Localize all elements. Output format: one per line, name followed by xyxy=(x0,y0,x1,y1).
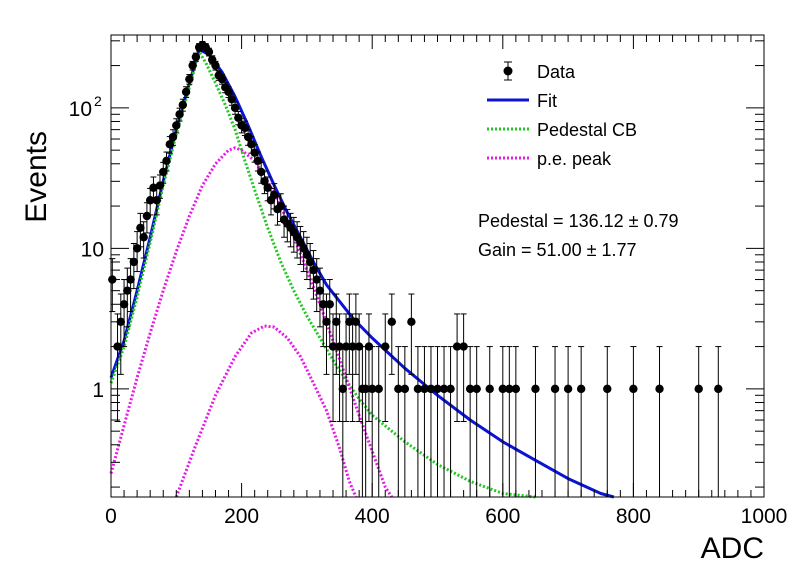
data-point xyxy=(387,293,396,375)
data-point xyxy=(407,293,416,375)
x-axis-title: ADC xyxy=(701,532,764,565)
legend-label: Fit xyxy=(537,91,557,111)
legend-entry: p.e. peak xyxy=(487,149,612,169)
curve-pedestal-cb xyxy=(109,50,536,499)
data-point xyxy=(168,129,178,146)
data-point xyxy=(341,313,351,423)
data-point xyxy=(305,243,315,290)
data-point xyxy=(328,313,338,423)
data-point xyxy=(181,86,191,98)
data-point xyxy=(309,250,318,300)
legend-label: p.e. peak xyxy=(537,149,612,169)
x-tick-label: 200 xyxy=(224,505,259,528)
data-point xyxy=(276,193,285,223)
data-point xyxy=(204,47,214,57)
axis-ticks xyxy=(110,35,765,497)
data-point xyxy=(319,279,328,348)
data-point xyxy=(149,176,158,202)
data-point xyxy=(136,212,145,248)
data-point xyxy=(162,151,171,172)
data-point xyxy=(302,236,312,281)
data-point xyxy=(322,293,331,375)
data-point xyxy=(400,346,410,498)
x-tick-label: 600 xyxy=(485,505,520,528)
data-point xyxy=(531,346,540,498)
legend-entry: Data xyxy=(503,61,576,82)
data-points-layer xyxy=(108,40,723,498)
data-point xyxy=(655,346,664,498)
data-point xyxy=(116,293,125,375)
data-point xyxy=(315,267,325,328)
data-point xyxy=(452,313,462,423)
data-point xyxy=(142,202,152,234)
data-point xyxy=(351,293,361,375)
data-point xyxy=(139,221,148,259)
data-point xyxy=(129,243,139,290)
data-point xyxy=(332,293,341,375)
legend: Data Fit Pedestal CB p.e. peak xyxy=(487,61,637,169)
fit-stat-line: Pedestal = 136.12 ± 0.79 xyxy=(478,211,679,231)
data-point xyxy=(145,187,155,216)
legend-label: Pedestal CB xyxy=(537,120,637,140)
data-point xyxy=(126,258,135,313)
x-tick-label: 0 xyxy=(105,505,117,528)
data-point xyxy=(113,313,122,423)
fit-stats: Pedestal = 136.12 ± 0.79 Gain = 51.00 ± 1… xyxy=(478,211,679,260)
data-point xyxy=(446,346,455,498)
y-axis-title: Events xyxy=(20,131,53,223)
curve-p-e-peak-2 xyxy=(174,324,358,498)
data-point xyxy=(299,231,308,273)
legend-label: Data xyxy=(537,62,576,82)
data-point xyxy=(459,313,468,423)
data-point xyxy=(178,98,188,112)
data-point xyxy=(312,258,321,313)
data-point xyxy=(498,346,507,498)
y-tick-label: 1 xyxy=(92,379,104,402)
data-point xyxy=(345,293,354,375)
data-point xyxy=(364,313,374,423)
data-point xyxy=(381,313,390,423)
legend-entry: Pedestal CB xyxy=(487,120,637,140)
y-tick-exponent: 2 xyxy=(94,93,102,109)
y-tick-label: 10 xyxy=(81,238,104,261)
y-tick-label: 10 xyxy=(69,98,92,121)
data-point xyxy=(191,52,201,62)
data-point xyxy=(175,107,184,122)
x-tick-label: 400 xyxy=(355,505,390,528)
fit-stat-line: Gain = 51.00 ± 1.77 xyxy=(478,240,637,260)
x-tick-labels: 0 200 400 600 800 1000 xyxy=(105,505,787,528)
x-tick-label: 800 xyxy=(616,505,651,528)
curve-p-e-peak-1 xyxy=(109,146,394,498)
data-point xyxy=(119,279,129,348)
data-point xyxy=(172,118,181,134)
data-point xyxy=(694,346,703,498)
data-point xyxy=(263,176,272,202)
data-point xyxy=(211,60,220,71)
data-point xyxy=(185,74,194,85)
data-point xyxy=(230,101,240,115)
legend-entry: Fit xyxy=(487,91,557,111)
x-tick-label: 1000 xyxy=(741,505,788,528)
data-point xyxy=(354,313,364,423)
data-point xyxy=(550,346,560,498)
